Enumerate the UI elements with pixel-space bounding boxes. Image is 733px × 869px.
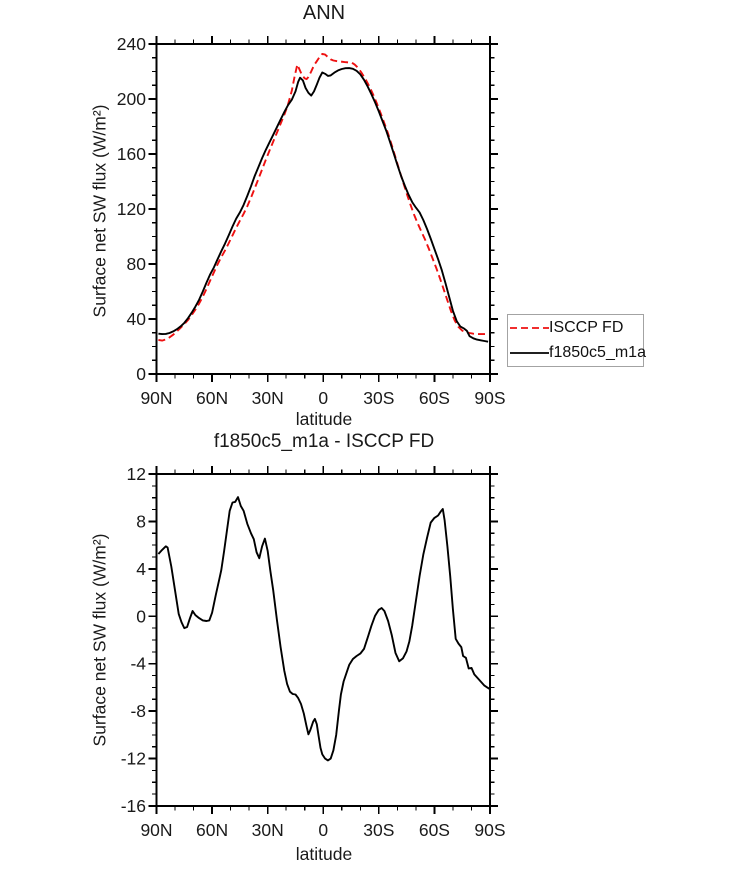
svg-text:0: 0 [318, 388, 328, 408]
bottom-chart-title: f1850c5_m1a - ISCCP FD [213, 431, 435, 452]
legend-solid-line-sample [510, 352, 549, 355]
legend-entry-isccp-fd: ISCCP FD [508, 315, 643, 340]
bottom-x-axis-label: latitude [295, 844, 353, 864]
svg-text:-16: -16 [121, 796, 146, 816]
svg-text:-8: -8 [130, 701, 146, 721]
svg-text:240: 240 [117, 34, 146, 54]
svg-text:60N: 60N [196, 388, 228, 408]
bottom-y-axis-label: Surface net SW flux (W/m²) [89, 533, 110, 747]
svg-text:60S: 60S [419, 388, 450, 408]
top-y-axis-label: Surface net SW flux (W/m²) [89, 104, 110, 318]
top-x-axis-label: latitude [295, 409, 353, 429]
svg-text:0: 0 [318, 820, 328, 840]
legend-label: ISCCP FD [549, 318, 624, 336]
legend: ISCCP FD f1850c5_m1a [507, 314, 646, 367]
svg-text:80: 80 [127, 254, 147, 274]
legend-dashed-line-sample [510, 326, 549, 329]
svg-text:30S: 30S [363, 388, 394, 408]
svg-text:30S: 30S [363, 820, 394, 840]
svg-text:-4: -4 [130, 654, 146, 674]
svg-text:160: 160 [117, 144, 146, 164]
svg-text:60N: 60N [196, 820, 228, 840]
svg-text:0: 0 [136, 606, 146, 626]
svg-text:90S: 90S [474, 820, 505, 840]
svg-text:0: 0 [136, 364, 146, 384]
svg-text:90S: 90S [474, 388, 505, 408]
svg-text:-12: -12 [121, 749, 146, 769]
top-plot-area: 90N 60N 30N 0 30S 60S 90S 0 40 80 120 160 200 240 [117, 34, 506, 408]
svg-text:30N: 30N [252, 820, 284, 840]
svg-text:8: 8 [136, 511, 146, 531]
svg-text:30N: 30N [252, 388, 284, 408]
bottom-plot-area: 90N 60N 30N 0 30S 60S 90S -16 -12 -8 -4 0 4 8 12 [121, 464, 506, 840]
svg-text:200: 200 [117, 89, 146, 109]
svg-text:120: 120 [117, 199, 146, 219]
svg-text:60S: 60S [419, 820, 450, 840]
legend-entry-f1850c5-m1a: f1850c5_m1a [508, 341, 646, 366]
svg-text:90N: 90N [140, 820, 172, 840]
legend-label: f1850c5_m1a [549, 344, 646, 362]
top-chart-title: ANN [302, 2, 346, 24]
svg-text:4: 4 [136, 559, 146, 579]
svg-text:12: 12 [127, 464, 146, 484]
svg-text:90N: 90N [140, 388, 172, 408]
svg-text:40: 40 [127, 309, 147, 329]
